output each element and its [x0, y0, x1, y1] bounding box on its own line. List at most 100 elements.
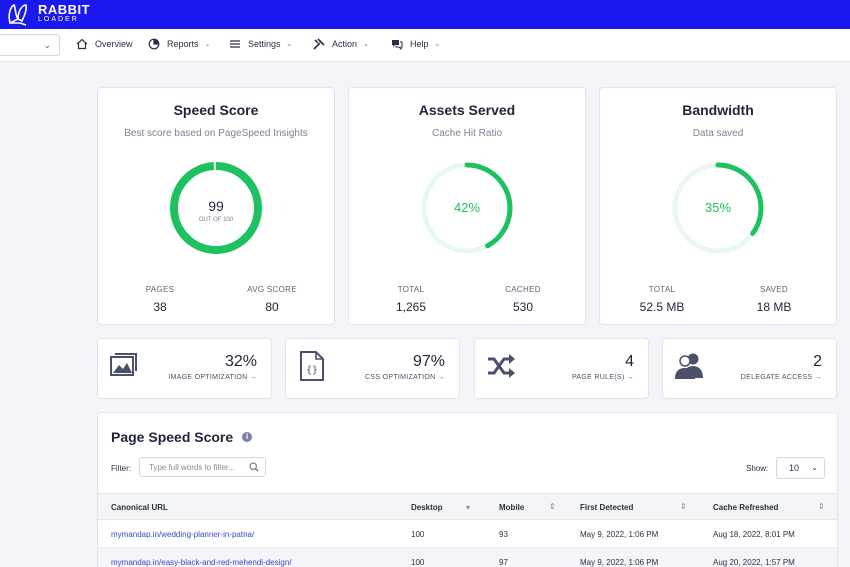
stat-cached: CACHED 530 — [483, 285, 563, 314]
row-desktop: 100 — [411, 558, 425, 567]
sort-icon: ⇕ — [680, 502, 687, 511]
speed-score-card: Speed Score Best score based on PageSpee… — [97, 87, 335, 325]
filter-input[interactable]: Type full words to filter... — [139, 457, 266, 477]
row-url-link[interactable]: mymandap.in/easy-black-and-red-mehendi-d… — [111, 558, 292, 567]
card-title: Bandwidth — [682, 102, 754, 118]
table-title-text: Page Speed Score — [111, 429, 234, 445]
filter-label: Filter: — [111, 464, 131, 473]
brand-subname: LOADER — [38, 16, 79, 23]
sort-icon: ⇕ — [549, 502, 556, 511]
chevron-down-icon: ⌄ — [204, 41, 211, 48]
home-icon — [76, 38, 88, 50]
row-first-detected: May 9, 2022, 1:06 PM — [580, 530, 659, 539]
row-desktop: 100 — [411, 530, 425, 539]
card-subtitle: Data saved — [692, 128, 744, 139]
table-row: mymandap.in/easy-black-and-red-mehendi-d… — [98, 548, 837, 567]
stat-label: PAGES — [145, 285, 175, 294]
row-cache-refreshed: Aug 18, 2022, 8:01 PM — [713, 530, 795, 539]
ring-progress — [421, 162, 513, 254]
col-label: Desktop — [411, 503, 443, 512]
stat-value: 38 — [153, 300, 167, 314]
top-bar: RABBIT LOADER — [0, 0, 850, 29]
sort-desc-icon: ▾ — [466, 503, 471, 512]
nav-settings-label: Settings — [248, 39, 281, 49]
page-rules-link[interactable]: PAGE RULE(S) → — [571, 374, 634, 381]
css-optimization-link[interactable]: CSS OPTIMIZATION → — [365, 374, 445, 381]
stat-saved: SAVED 18 MB — [734, 285, 814, 314]
image-optimization-link[interactable]: IMAGE OPTIMIZATION → — [168, 374, 257, 381]
delegate-access-card[interactable]: 2 DELEGATE ACCESS → — [662, 338, 837, 399]
stat-value: 18 MB — [756, 300, 792, 314]
nav-action[interactable]: Action ⌄ — [313, 38, 369, 50]
stat-label: TOTAL — [397, 285, 425, 294]
stat-total: TOTAL 52.5 MB — [622, 285, 702, 314]
page-size-value: 10 — [789, 463, 800, 473]
ring-progress — [672, 162, 764, 254]
speed-score-value: 99 — [208, 198, 224, 214]
stat-avg-score: AVG SCORE 80 — [232, 285, 312, 314]
card-title: Assets Served — [418, 102, 516, 118]
card-subtitle: Best score based on PageSpeed Insights — [124, 128, 308, 139]
speed-score-max: OUT OF 100 — [198, 217, 234, 223]
nav-reports[interactable]: Reports ⌄ — [148, 38, 210, 50]
brand-logo[interactable]: RABBIT LOADER — [6, 3, 90, 27]
css-optimization-card[interactable]: {} 97% CSS OPTIMIZATION → — [285, 338, 460, 399]
cache-hit-ring — [421, 162, 513, 254]
stat-value: 1,265 — [395, 300, 427, 314]
data-saved-ring — [672, 162, 764, 254]
image-optimization-card[interactable]: 32% IMAGE OPTIMIZATION → — [97, 338, 272, 399]
stat-value: 530 — [512, 300, 534, 314]
col-mobile[interactable]: Mobile ⇕ — [499, 502, 556, 512]
svg-text:{}: {} — [306, 365, 318, 376]
bandwidth-card: Bandwidth Data saved 35% TOTAL 52.5 MB S… — [599, 87, 837, 325]
sliders-icon — [230, 40, 240, 48]
brand-name: RABBIT — [38, 2, 91, 17]
stat-label: AVG SCORE — [247, 285, 297, 294]
stat-value: 80 — [265, 300, 279, 314]
nav-settings[interactable]: Settings ⌄ — [229, 38, 292, 50]
col-cache-refreshed[interactable]: Cache Refreshed ⇕ — [713, 502, 825, 512]
stat-value: 52.5 MB — [639, 300, 685, 314]
cache-hit-value: 42% — [453, 200, 481, 215]
nav-reports-label: Reports — [167, 39, 199, 49]
page-size-select[interactable]: 10 ⌄ — [776, 457, 825, 479]
chevron-down-icon: ⌄ — [434, 41, 441, 48]
stat-label: CACHED — [505, 285, 541, 294]
nav-overview[interactable]: Overview — [76, 38, 133, 50]
col-desktop[interactable]: Desktop ▾ — [411, 503, 470, 512]
metric-value: 97% — [412, 353, 445, 370]
card-subtitle: Cache Hit Ratio — [431, 128, 503, 139]
row-url-link[interactable]: mymandap.in/wedding-planner-in-patna/ — [111, 530, 255, 539]
sort-icon: ⇕ — [818, 502, 825, 511]
col-first-detected[interactable]: First Detected ⇕ — [580, 502, 687, 512]
page-rules-card[interactable]: 4 PAGE RULE(S) → — [474, 338, 649, 399]
delegate-access-link[interactable]: DELEGATE ACCESS → — [740, 374, 822, 381]
filter-placeholder: Type full words to filter... — [149, 463, 235, 472]
metric-value: 32% — [224, 353, 257, 370]
col-canonical-url[interactable]: Canonical URL — [111, 503, 168, 512]
row-mobile: 97 — [499, 558, 508, 567]
info-icon[interactable]: i — [242, 432, 253, 442]
chevron-down-icon: ⌄ — [811, 463, 818, 472]
col-label: Canonical URL — [111, 503, 168, 512]
site-select[interactable]: ⌄ — [0, 34, 60, 56]
image-icon — [110, 353, 137, 376]
card-title: Speed Score — [173, 102, 259, 118]
page-speed-table-card: Page Speed Score i Filter: Type full wor… — [97, 412, 838, 567]
stat-pages: PAGES 38 — [120, 285, 200, 314]
row-cache-refreshed: Aug 20, 2022, 1:57 PM — [713, 558, 795, 567]
rabbit-logo-icon — [8, 3, 27, 26]
nav-help[interactable]: Help ⌄ — [391, 38, 440, 50]
pie-chart-icon — [148, 38, 160, 50]
chevron-down-icon: ⌄ — [363, 41, 369, 48]
col-label: Cache Refreshed — [713, 503, 779, 512]
table-header: Canonical URL Desktop ▾ Mobile ⇕ First Det… — [98, 493, 837, 520]
nav-bar: ⌄ Overview Reports ⌄ Settings ⌄ Action ⌄… — [0, 29, 850, 62]
speed-score-ring — [170, 162, 262, 254]
row-mobile: 93 — [499, 530, 508, 539]
css-file-icon: {} — [300, 351, 324, 381]
nav-overview-label: Overview — [95, 39, 133, 49]
ring-progress — [170, 162, 262, 254]
chevron-down-icon: ⌄ — [43, 40, 51, 50]
chat-icon — [392, 40, 403, 50]
